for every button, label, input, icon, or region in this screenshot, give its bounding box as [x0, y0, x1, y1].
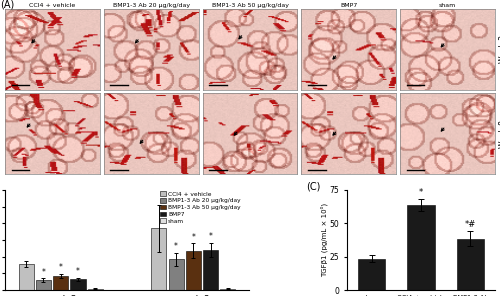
Bar [220, 289, 236, 290]
Bar [152, 228, 166, 290]
Text: (C): (C) [306, 182, 320, 192]
Bar [53, 276, 68, 290]
Bar [408, 205, 434, 290]
Bar [88, 289, 103, 290]
Bar [168, 259, 184, 290]
Title: BMP1-3 Ab 20 μg/kg/day: BMP1-3 Ab 20 μg/kg/day [112, 3, 190, 8]
Title: BMP1-3 Ab 50 μg/kg/day: BMP1-3 Ab 50 μg/kg/day [212, 3, 288, 8]
Title: CCl4 + vehicle: CCl4 + vehicle [30, 3, 76, 8]
Y-axis label: TGFβ1 (pg/mL × 10⁰): TGFβ1 (pg/mL × 10⁰) [321, 203, 328, 277]
Text: *#: *# [464, 220, 476, 229]
Text: Week 8: Week 8 [499, 120, 500, 147]
Text: *: * [174, 242, 178, 251]
Bar [358, 259, 386, 290]
Text: *: * [59, 263, 62, 272]
Bar [70, 279, 86, 290]
Bar [36, 280, 51, 290]
Text: Week 3: Week 3 [499, 35, 500, 63]
Text: *: * [192, 233, 196, 242]
Bar [18, 264, 34, 290]
Text: *: * [76, 267, 80, 276]
Legend: CCl4 + vehicle, BMP1-3 Ab 20 μg/kg/day, BMP1-3 Ab 50 μg/kg/day, BMP7, sham: CCl4 + vehicle, BMP1-3 Ab 20 μg/kg/day, … [159, 191, 241, 224]
Title: sham: sham [439, 3, 456, 8]
Bar [203, 250, 218, 290]
Title: BMP7: BMP7 [340, 3, 357, 8]
Text: *: * [42, 268, 46, 277]
Text: *: * [419, 188, 423, 197]
Text: (A): (A) [0, 0, 14, 9]
Text: *: * [208, 232, 212, 241]
Bar [457, 239, 484, 290]
Bar [186, 251, 201, 290]
